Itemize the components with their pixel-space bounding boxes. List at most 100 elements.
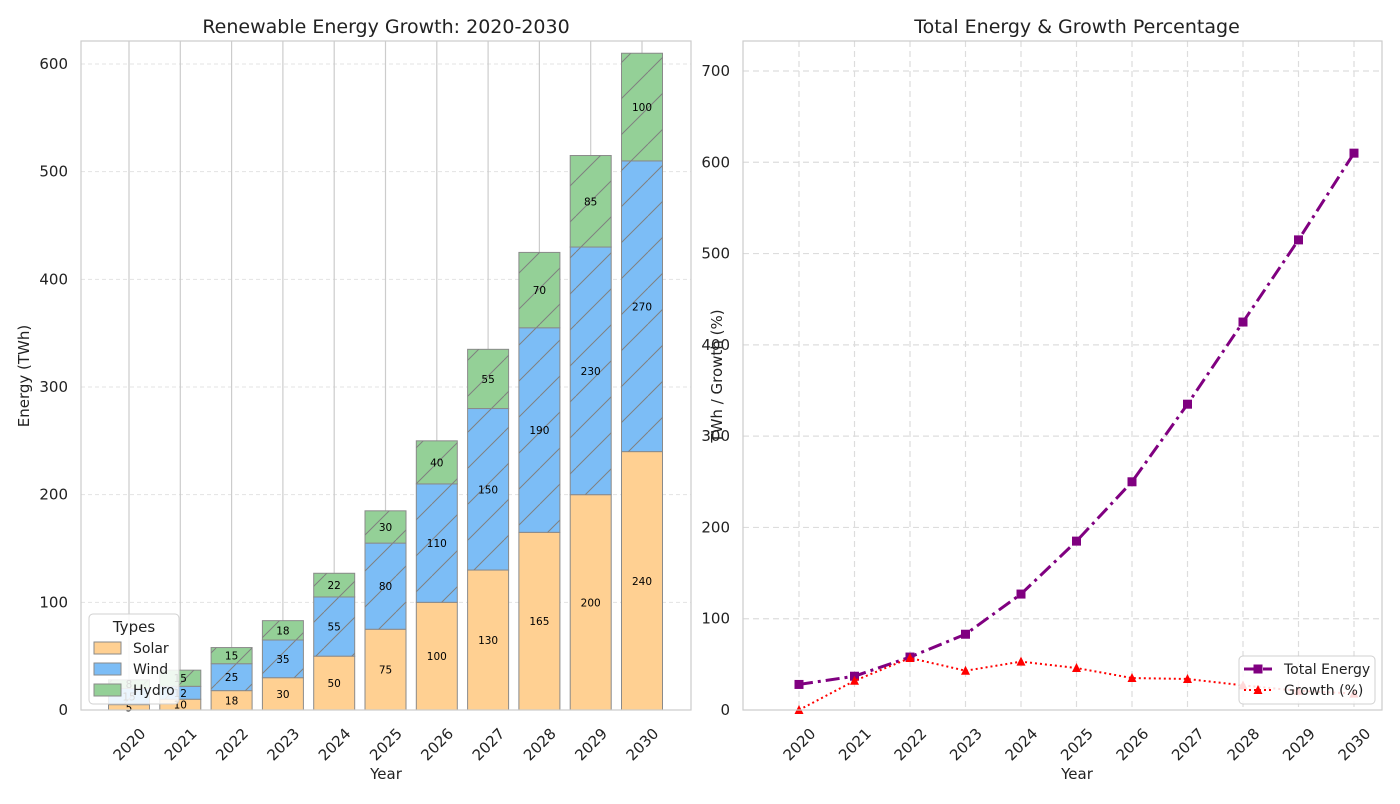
- x-axis-label: Year: [1060, 765, 1094, 783]
- data-label: 70: [533, 285, 546, 297]
- data-label: 15: [225, 651, 238, 663]
- data-label: 5: [126, 702, 133, 714]
- y-axis-label: TWh / Growth (%): [708, 309, 726, 443]
- x-tick-label: 2024: [315, 725, 355, 765]
- legend-box: [88, 613, 180, 705]
- data-label: 55: [481, 374, 494, 386]
- x-tick-label: 2020: [780, 725, 820, 765]
- legend-swatch-wind: [93, 662, 122, 676]
- x-tick-label: 2027: [1168, 725, 1208, 765]
- x-tick-label: 2029: [1279, 725, 1319, 765]
- chart-title: Renewable Energy Growth: 2020-2030: [202, 16, 569, 38]
- plot-area: [743, 41, 1382, 710]
- y-tick-label: 100: [701, 610, 730, 628]
- legend-swatch-hydro: [93, 683, 122, 697]
- x-tick-label: 2029: [571, 725, 611, 765]
- x-tick-label: 2021: [835, 725, 875, 765]
- data-label: 22: [328, 580, 341, 592]
- legend-label: Total Energy: [1283, 662, 1370, 678]
- bar-hatch: [313, 596, 355, 657]
- line-chart: 0 100 200 300 400 500 600 700 2020 2021 2022 2023 20…: [701, 16, 1383, 783]
- data-label: 75: [379, 665, 392, 677]
- data-label: 200: [581, 597, 601, 609]
- x-tick-label: 2022: [212, 725, 252, 765]
- y-tick-label: 400: [701, 336, 730, 354]
- data-label: 55: [328, 622, 341, 634]
- series-line-total-energy: [798, 152, 1356, 686]
- bar-solar: [467, 569, 510, 711]
- bar-hatch: [262, 620, 304, 641]
- data-label: 25: [225, 672, 238, 684]
- data-label: 240: [632, 576, 652, 588]
- bar-hatch: [467, 408, 509, 571]
- bar-hatch: [416, 440, 458, 484]
- data-label: 270: [632, 301, 652, 313]
- data-label: 35: [276, 654, 289, 666]
- x-tick-label: 2025: [366, 725, 406, 765]
- x-tick-label: 2023: [946, 725, 986, 765]
- legend-label: Wind: [133, 662, 168, 678]
- x-tick-label: 2020: [110, 725, 150, 765]
- y-tick-label: 200: [39, 486, 68, 504]
- data-label: 110: [427, 538, 447, 550]
- bar-hatch: [621, 53, 663, 161]
- y-tick-label: 500: [39, 163, 68, 181]
- data-point-total-energy: [1127, 477, 1137, 487]
- y-tick-label: 100: [39, 593, 68, 611]
- y-tick-label: 600: [39, 55, 68, 73]
- stacked-bar-chart: 5158101215182515303518505522758030100110…: [15, 16, 692, 783]
- bar-hatch: [570, 247, 612, 495]
- legend-box: [1238, 655, 1376, 705]
- bar-hatch: [416, 483, 458, 603]
- plot-frame: [80, 40, 692, 711]
- data-point-total-energy: [1238, 317, 1248, 327]
- data-label: 85: [584, 196, 597, 208]
- y-tick-label: 0: [720, 701, 730, 719]
- data-label: 18: [225, 695, 238, 707]
- x-tick-label: 2023: [263, 725, 303, 765]
- data-point-total-energy: [1016, 589, 1026, 599]
- legend-label: Growth (%): [1284, 683, 1363, 699]
- legend-swatch-solar: [93, 641, 122, 655]
- y-tick-label: 200: [701, 518, 730, 536]
- y-tick-label: 700: [701, 62, 730, 80]
- data-label: 230: [581, 366, 601, 378]
- data-point-total-energy: [1183, 399, 1192, 409]
- data-point-growth: [1016, 656, 1026, 666]
- legend: Types Solar Wind Hydro: [88, 613, 180, 705]
- y-tick-label: 300: [39, 378, 68, 396]
- bar-hatch: [211, 647, 253, 664]
- bar-hatch: [365, 510, 406, 544]
- data-point-growth: [850, 675, 859, 685]
- legend: Total Energy Growth (%): [1238, 655, 1376, 705]
- plot-frame: [742, 40, 1383, 711]
- x-axis-label: Year: [369, 765, 403, 783]
- bar-solar: [313, 655, 356, 711]
- data-label: 30: [379, 522, 392, 534]
- data-point-growth: [905, 652, 915, 662]
- x-tick-label: 2030: [623, 725, 663, 765]
- bar-hatch: [518, 327, 560, 533]
- y-tick-label: 300: [701, 427, 730, 445]
- legend-marker-total-energy: [1253, 664, 1263, 674]
- data-label: 80: [379, 581, 392, 593]
- bar-solar: [415, 601, 458, 711]
- y-tick-label: 400: [39, 270, 68, 288]
- data-label: 130: [478, 635, 498, 647]
- data-label: 100: [427, 651, 447, 663]
- data-label: 190: [529, 425, 549, 437]
- data-label: 50: [328, 678, 341, 690]
- y-tick-label: 0: [58, 701, 68, 719]
- data-label: 100: [632, 102, 652, 114]
- x-tick-label: 2028: [520, 725, 560, 765]
- x-tick-label: 2028: [1224, 725, 1264, 765]
- bar-hatch: [570, 155, 612, 248]
- bar-solar: [261, 677, 304, 711]
- x-tick-label: 2026: [417, 725, 457, 765]
- data-point-total-energy: [1349, 148, 1359, 158]
- data-point-growth: [961, 665, 970, 675]
- x-tick-label: 2022: [891, 725, 931, 765]
- data-label: 18: [276, 625, 289, 637]
